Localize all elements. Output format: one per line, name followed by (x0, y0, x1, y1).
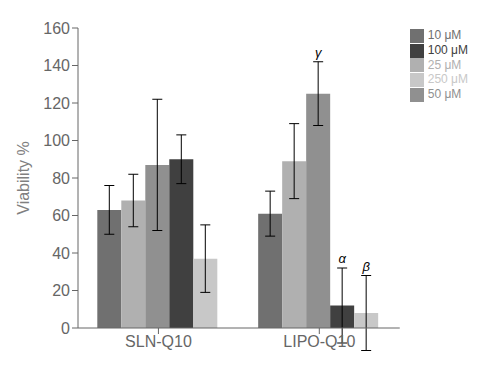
html-text:250 μM: 250 μM (427, 72, 468, 87)
svg-text:120: 120 (43, 95, 70, 112)
svg-text:20: 20 (52, 282, 70, 299)
svg-text:160: 160 (43, 20, 70, 37)
html-text:50 μM: 50 μM (427, 87, 462, 102)
svg-text:LIPO-Q10: LIPO-Q10 (283, 333, 355, 350)
svg-text:140: 140 (43, 57, 70, 74)
html-text:10 μM: 10 μM (427, 28, 462, 42)
svg-text:60: 60 (52, 207, 70, 224)
svg-text:0: 0 (61, 320, 70, 337)
svg-text:40: 40 (52, 245, 70, 262)
html-text:100 μM: 100 μM (427, 42, 468, 57)
html-text:25 μM: 25 μM (427, 57, 462, 72)
svg-text:α: α (338, 251, 346, 266)
svg-text:β: β (361, 259, 370, 274)
svg-text:SLN-Q10: SLN-Q10 (125, 333, 192, 350)
svg-text:100: 100 (43, 132, 70, 149)
svg-text:γ: γ (315, 45, 323, 60)
svg-text:80: 80 (52, 170, 70, 187)
svg-text:Viability %: Viability % (15, 141, 32, 215)
